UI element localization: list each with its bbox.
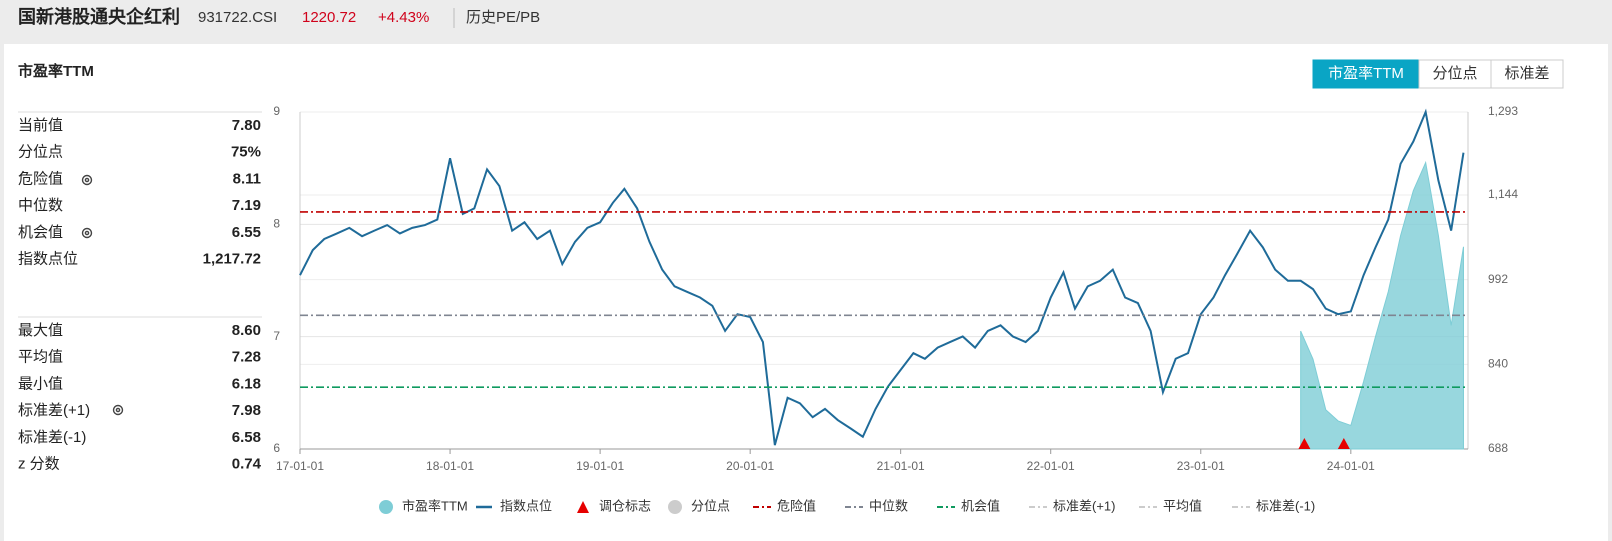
index-change: +4.43% xyxy=(378,9,429,26)
legend-label[interactable]: 危险值 xyxy=(777,498,816,513)
stat-label: 中位数 xyxy=(18,197,63,214)
gear-core xyxy=(84,177,90,183)
history-link[interactable]: 历史PE/PB xyxy=(466,9,540,26)
stat-label: 指数点位 xyxy=(18,250,78,267)
x-tick-label: 20-01-01 xyxy=(726,459,774,473)
stat-value: 7.80 xyxy=(232,117,261,134)
legend-label[interactable]: 分位点 xyxy=(691,498,730,513)
stat-label: 机会值 xyxy=(18,224,63,241)
stat-label: 平均值 xyxy=(18,349,63,366)
index-title: 国新港股通央企红利 xyxy=(18,6,180,27)
tab-label[interactable]: 标准差 xyxy=(1504,65,1549,82)
card xyxy=(4,44,1608,541)
stat-value: 7.98 xyxy=(232,402,261,419)
tab[interactable] xyxy=(1418,59,1492,89)
panel-title: 市盈率TTM xyxy=(18,62,94,80)
stat-label: 危险值 xyxy=(18,170,63,187)
stat-label: z 分数 xyxy=(18,455,60,472)
stat-value: 1,217.72 xyxy=(203,250,261,267)
gear-core xyxy=(84,230,90,236)
stat-value: 8.60 xyxy=(232,322,261,339)
stat-value: 6.58 xyxy=(232,429,261,446)
legend-label[interactable]: 标准差(-1) xyxy=(1256,498,1315,513)
x-tick-label: 24-01-01 xyxy=(1327,459,1375,473)
y-tick-label: 6 xyxy=(273,441,280,455)
gear-icon[interactable] xyxy=(81,227,93,239)
legend-label[interactable]: 中位数 xyxy=(869,498,908,513)
stat-label: 标准差(+1) xyxy=(18,402,90,419)
y2-tick-label: 688 xyxy=(1488,441,1508,455)
stat-value: 0.74 xyxy=(232,455,262,472)
legend-label[interactable]: 指数点位 xyxy=(500,498,552,513)
x-tick-label: 21-01-01 xyxy=(877,459,925,473)
y-tick-label: 7 xyxy=(273,329,280,343)
y2-tick-label: 1,144 xyxy=(1488,187,1518,201)
gear-core xyxy=(115,407,121,413)
legend-label[interactable]: 平均值 xyxy=(1163,498,1202,513)
stat-label: 分位点 xyxy=(18,144,63,161)
stat-value: 7.28 xyxy=(232,349,261,366)
legend-icon[interactable] xyxy=(577,501,589,513)
legend-label[interactable]: 机会值 xyxy=(961,498,1000,513)
stat-label: 标准差(-1) xyxy=(18,429,86,446)
tab-label[interactable]: 分位点 xyxy=(1432,65,1477,82)
x-tick-label: 19-01-01 xyxy=(576,459,624,473)
x-tick-label: 22-01-01 xyxy=(1027,459,1075,473)
x-tick-label: 23-01-01 xyxy=(1177,459,1225,473)
x-tick-label: 17-01-01 xyxy=(276,459,324,473)
gear-icons xyxy=(81,174,124,416)
stat-label: 最小值 xyxy=(18,375,63,392)
gear-icon[interactable] xyxy=(112,404,124,416)
stat-value: 6.18 xyxy=(232,375,261,392)
legend-icon[interactable] xyxy=(668,500,682,514)
tab-label[interactable]: 市盈率TTM xyxy=(1328,65,1404,82)
y2-tick-label: 840 xyxy=(1488,357,1508,371)
rebalance-marker xyxy=(1337,438,1350,449)
stat-value: 7.19 xyxy=(232,197,261,214)
legend-icon[interactable] xyxy=(379,500,393,514)
stat-value: 6.55 xyxy=(232,224,261,241)
stat-value: 8.11 xyxy=(233,170,261,187)
pe-area xyxy=(1300,160,1464,450)
legend-label[interactable]: 调仓标志 xyxy=(599,498,651,513)
stat-value: 75% xyxy=(231,144,261,161)
y-tick-label: 8 xyxy=(273,217,280,231)
y2-tick-label: 1,293 xyxy=(1488,104,1518,118)
legend-label[interactable]: 标准差(+1) xyxy=(1053,498,1115,513)
index-price: 1220.72 xyxy=(302,9,356,26)
index-code: 931722.CSI xyxy=(198,9,277,26)
y-tick-label: 9 xyxy=(273,104,280,118)
tab[interactable] xyxy=(1312,59,1420,89)
stat-label: 最大值 xyxy=(18,322,63,339)
x-tick-label: 18-01-01 xyxy=(426,459,474,473)
index-line xyxy=(299,108,1465,446)
legend-label[interactable]: 市盈率TTM xyxy=(402,498,468,513)
rebalance-marker xyxy=(1298,438,1311,449)
gear-icon[interactable] xyxy=(81,174,93,186)
stat-label: 当前值 xyxy=(18,117,63,134)
y2-tick-label: 992 xyxy=(1488,272,1508,286)
tab[interactable] xyxy=(1490,59,1564,89)
